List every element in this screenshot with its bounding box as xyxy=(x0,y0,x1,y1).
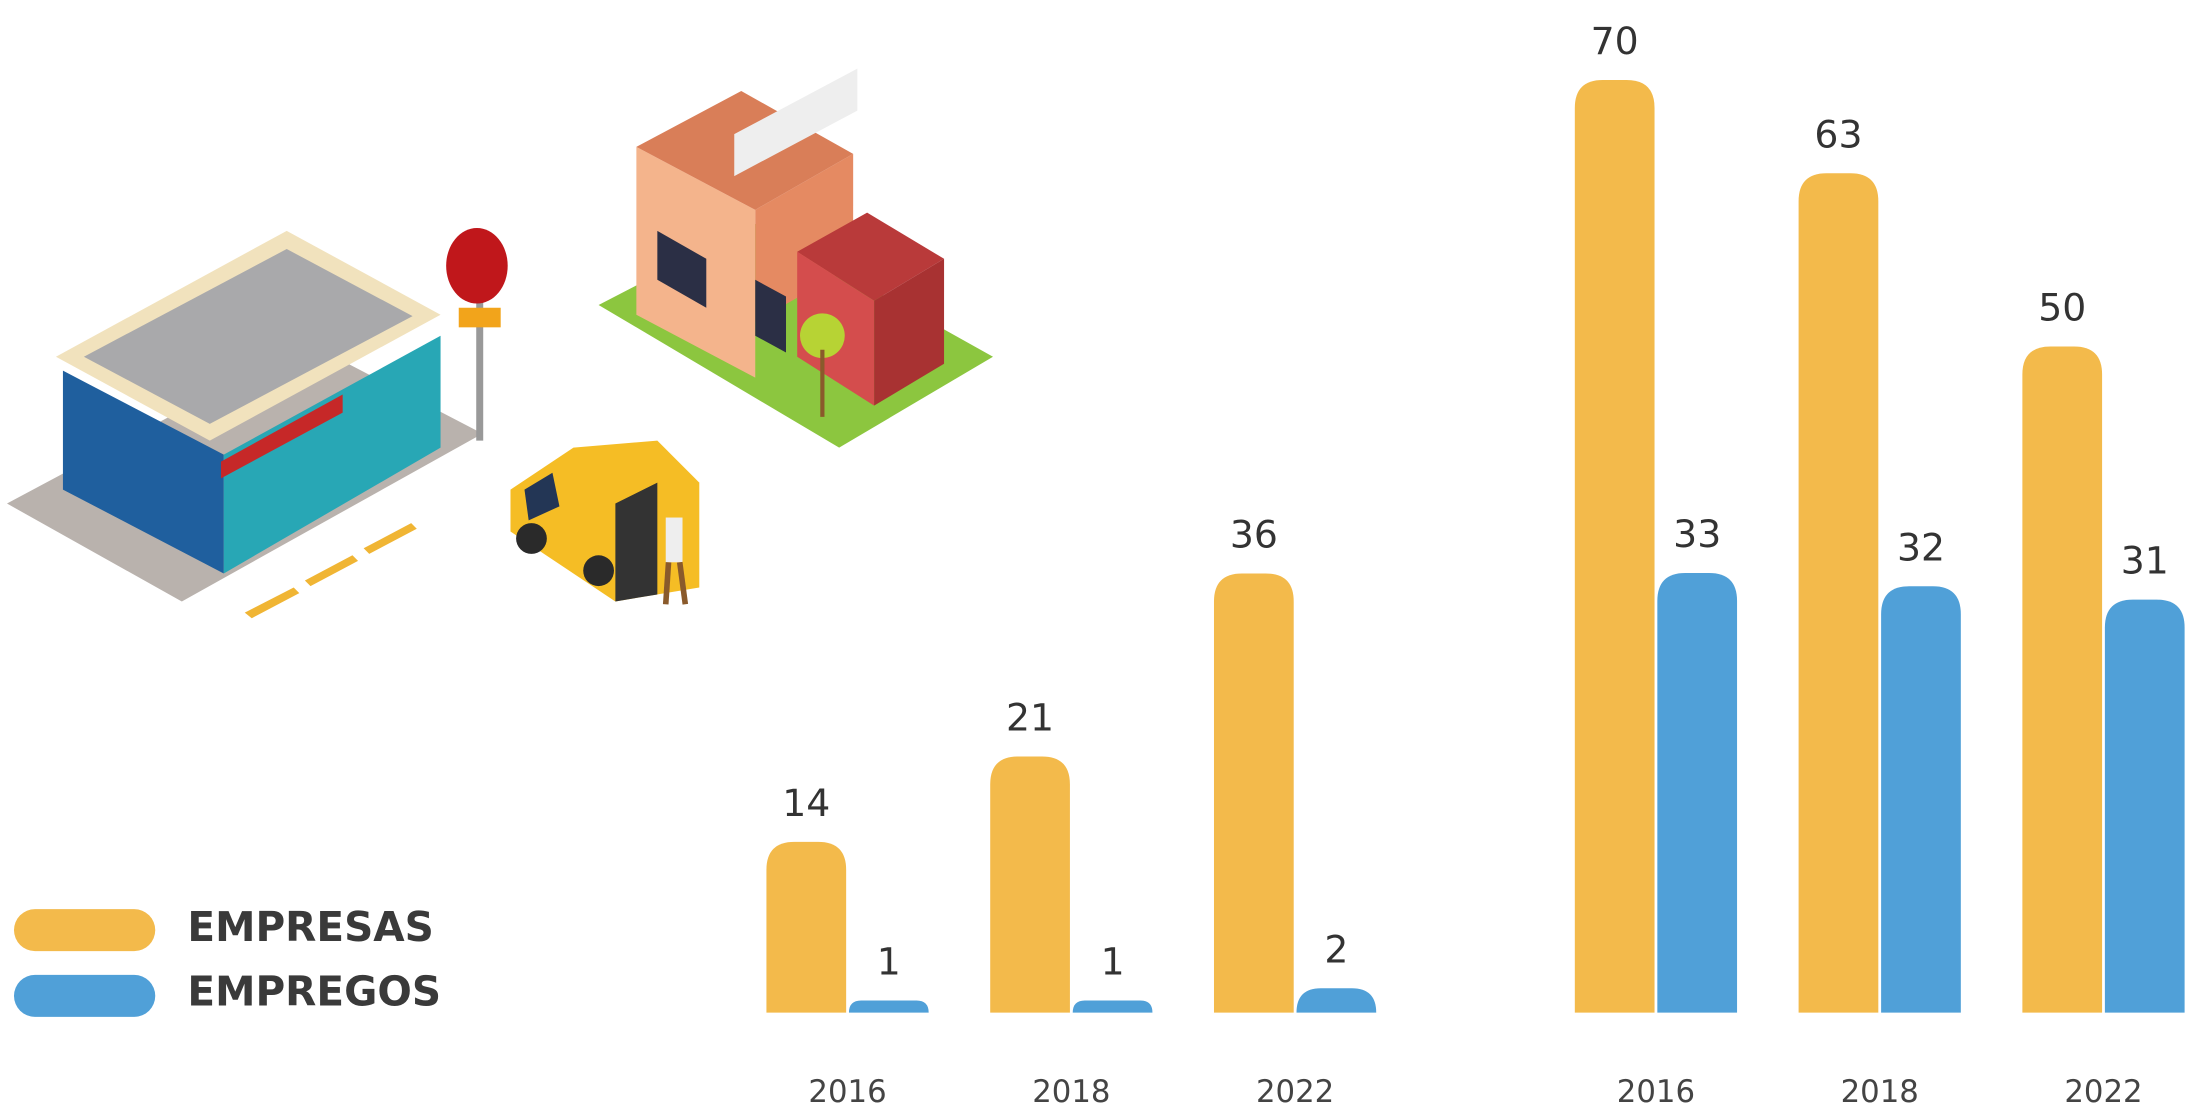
value-label: 36 xyxy=(1230,513,1278,557)
value-label: 32 xyxy=(1897,525,1945,569)
x-tick-label: 2018 xyxy=(1032,1074,1110,1110)
bar xyxy=(766,841,847,1013)
bar xyxy=(1213,573,1294,1013)
bar xyxy=(2022,346,2103,1013)
legend-label: EMPRESAS xyxy=(187,903,433,951)
bar xyxy=(1881,586,1961,1013)
value-label: 2 xyxy=(1324,927,1348,971)
bar xyxy=(1798,173,1879,1013)
bar xyxy=(1296,988,1377,1013)
value-label: 1 xyxy=(877,940,901,984)
value-label: 1 xyxy=(1101,940,1125,984)
bar xyxy=(848,1000,929,1013)
legend-swatch xyxy=(13,974,156,1017)
illustration-store xyxy=(6,228,508,619)
illustration-shop xyxy=(598,68,994,448)
legend-swatch xyxy=(13,909,156,952)
bar xyxy=(1657,572,1738,1013)
value-label: 21 xyxy=(1006,696,1054,740)
value-label: 33 xyxy=(1673,512,1721,556)
legend-label: EMPREGOS xyxy=(187,967,441,1015)
value-label: 50 xyxy=(2038,286,2086,330)
bar xyxy=(990,756,1070,1013)
bar xyxy=(1574,79,1655,1013)
x-tick-label: 2016 xyxy=(1617,1074,1695,1110)
bar xyxy=(2104,599,2185,1013)
x-tick-label: 2016 xyxy=(808,1074,886,1110)
x-tick-label: 2022 xyxy=(1256,1074,1334,1110)
x-tick-label: 2022 xyxy=(2064,1074,2142,1110)
value-label: 63 xyxy=(1814,112,1862,156)
illustration-van xyxy=(510,440,700,605)
value-label: 70 xyxy=(1591,19,1639,63)
value-label: 31 xyxy=(2121,539,2169,583)
value-label: 14 xyxy=(782,781,830,825)
bar xyxy=(1072,1000,1153,1013)
x-tick-label: 2018 xyxy=(1841,1074,1919,1110)
